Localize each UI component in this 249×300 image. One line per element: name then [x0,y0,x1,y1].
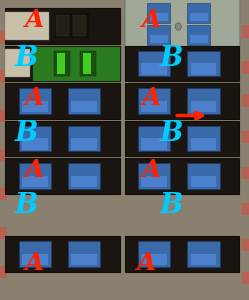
Bar [68,241,100,266]
Bar [19,126,51,151]
Bar [242,202,249,214]
Bar [191,63,216,75]
Bar [5,12,49,40]
Bar [71,176,97,187]
Bar [0,70,7,83]
Bar [57,53,65,74]
Text: A: A [25,251,44,275]
Bar [242,94,249,106]
Bar [124,158,239,194]
Bar [80,51,96,76]
Text: B: B [159,192,183,219]
Bar [22,176,48,187]
Bar [138,126,170,151]
Text: A: A [142,158,161,182]
Bar [150,13,168,21]
Text: B: B [159,45,183,72]
Bar [141,254,167,265]
Bar [147,3,170,23]
Text: A: A [25,158,44,182]
Text: A: A [137,251,156,275]
Bar [187,126,220,151]
Bar [242,26,249,38]
Bar [73,15,86,36]
Bar [71,138,97,150]
Bar [22,138,48,150]
Bar [191,101,216,112]
Bar [19,163,51,188]
Bar [0,188,7,200]
Circle shape [175,23,181,30]
Bar [187,241,220,266]
Bar [5,8,120,44]
Bar [124,0,239,50]
Bar [190,35,208,43]
Bar [141,176,167,187]
Bar [242,61,249,74]
Text: A: A [142,8,161,32]
Bar [242,130,249,142]
Text: A: A [25,8,44,32]
Bar [124,0,239,50]
Bar [71,254,97,265]
Bar [190,13,208,21]
Bar [141,63,167,75]
Bar [19,241,51,266]
Text: A: A [25,86,44,110]
Bar [138,88,170,113]
Bar [124,121,239,156]
Bar [150,35,168,43]
Text: B: B [15,120,38,147]
Bar [187,25,210,45]
Bar [187,88,220,113]
Bar [32,46,120,81]
Bar [22,101,48,112]
Text: A: A [142,86,161,110]
Bar [19,88,51,113]
Bar [191,176,216,187]
Bar [138,51,170,76]
Bar [5,121,120,156]
Bar [242,238,249,250]
Bar [187,163,220,188]
Bar [68,163,100,188]
Bar [141,138,167,150]
Bar [187,51,220,76]
Bar [0,32,7,44]
Bar [5,83,120,118]
Bar [0,110,7,122]
Bar [5,236,120,272]
Bar [141,101,167,112]
Bar [68,126,100,151]
Bar [242,272,249,284]
Bar [56,15,69,36]
Bar [138,241,170,266]
Bar [0,266,7,278]
Bar [83,53,91,74]
Bar [191,254,216,265]
Bar [187,3,210,23]
Text: B: B [159,120,183,147]
Bar [54,14,89,38]
Bar [0,148,7,160]
Bar [0,226,7,238]
Bar [68,88,100,113]
Bar [5,49,30,77]
Bar [22,254,48,265]
Bar [54,51,70,76]
Bar [5,46,120,81]
Bar [124,46,239,81]
Bar [71,101,97,112]
Text: B: B [15,45,38,72]
Bar [191,138,216,150]
Bar [5,158,120,194]
Bar [124,236,239,272]
Bar [242,167,249,178]
Bar [147,25,170,45]
Bar [138,163,170,188]
Text: B: B [15,192,38,219]
Bar [124,83,239,118]
